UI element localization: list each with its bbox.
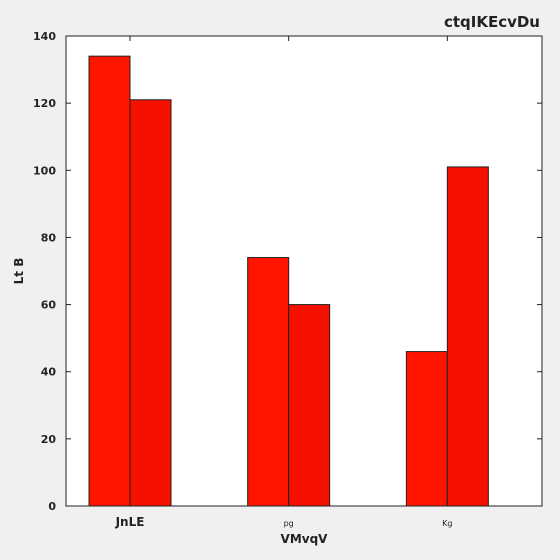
x-tick-label: JnLE <box>115 515 145 529</box>
bar-pg-series-2 <box>288 304 331 507</box>
y-tick-label: 60 <box>41 299 57 312</box>
bar-JnLE-series-2 <box>129 99 172 507</box>
x-tick-label: Kg <box>442 519 452 528</box>
y-tick-label: 40 <box>41 366 57 379</box>
chart-title: ctqIKEcvDu <box>444 13 540 31</box>
y-tick-label: 0 <box>48 500 56 513</box>
bars-group <box>88 55 489 507</box>
bar-pg-series-1 <box>247 257 290 507</box>
x-ticks: JnLE pg Kg <box>115 36 453 529</box>
y-tick-label: 20 <box>41 433 57 446</box>
y-axis-label: Lt B <box>12 258 26 285</box>
y-tick-label: 140 <box>33 30 56 43</box>
bar-Kg-series-1 <box>405 351 448 507</box>
y-tick-label: 80 <box>41 231 57 244</box>
y-ticks: 0 20 40 60 80 100 120 140 <box>33 30 542 513</box>
y-tick-label: 120 <box>33 97 56 110</box>
bar-Kg-series-2 <box>446 166 489 507</box>
bar-JnLE-series-1 <box>88 55 131 507</box>
plot-frame <box>65 35 543 507</box>
x-axis-label: VMvqV <box>281 532 329 546</box>
y-tick-label: 100 <box>33 164 56 177</box>
x-tick-label: pg <box>284 519 294 528</box>
